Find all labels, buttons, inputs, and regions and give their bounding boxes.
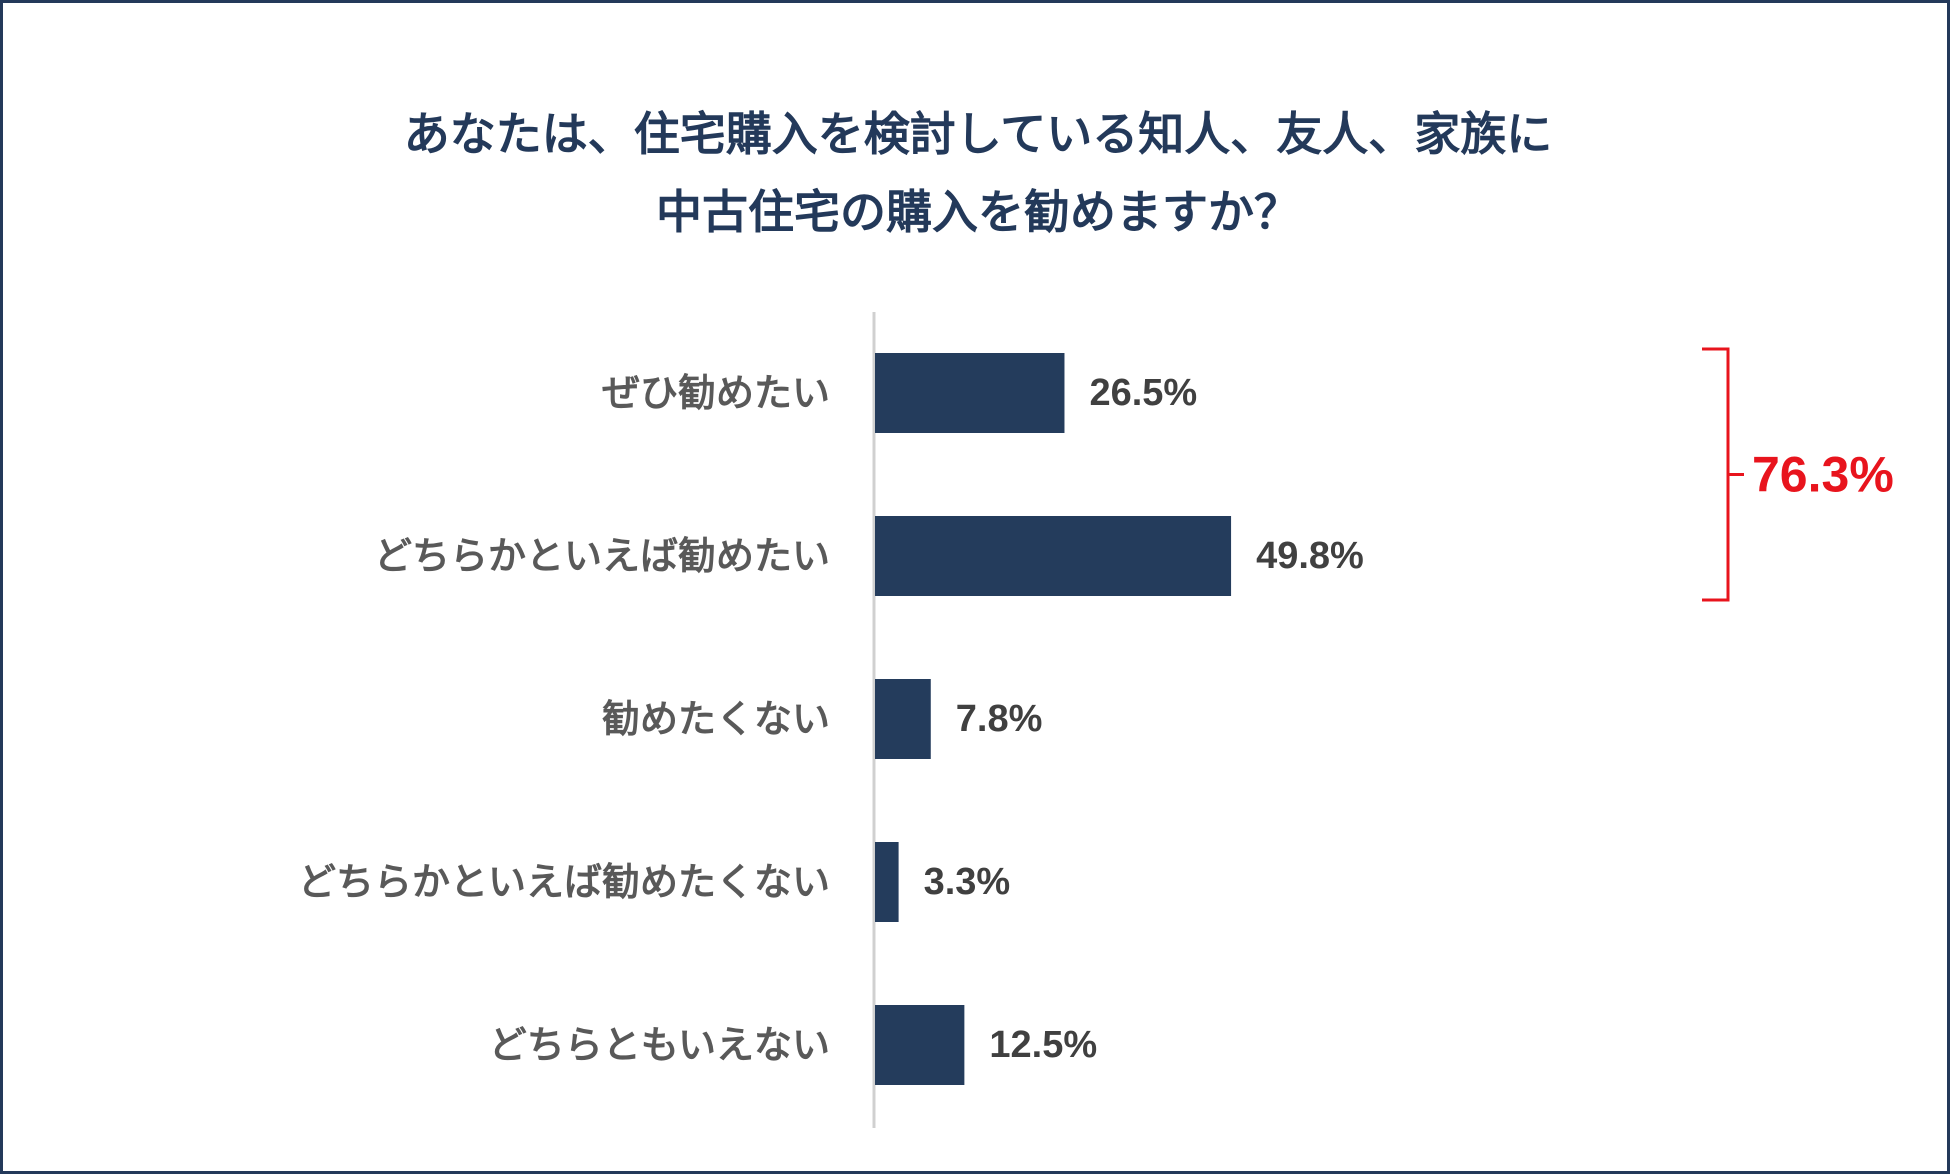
category-label: どちらかといえば勧めたくない [298, 860, 830, 904]
bar [875, 353, 1065, 433]
category-label: どちらかといえば勧めたい [374, 534, 830, 578]
category-label: どちらともいえない [489, 1023, 830, 1067]
value-label: 7.8% [956, 698, 1043, 740]
category-label: 勧めたくない [602, 697, 830, 741]
bracket-line [1702, 347, 1744, 602]
total-label: 76.3% [1752, 447, 1894, 503]
bar [875, 516, 1232, 596]
bar [875, 1005, 965, 1085]
chart-title-line-1: あなたは、住宅購入を検討している知人、友人、家族に [403, 107, 1553, 161]
value-label: 3.3% [924, 861, 1011, 903]
value-label: 26.5% [1089, 372, 1197, 414]
total-bracket: 76.3% [1702, 347, 1894, 602]
value-label: 12.5% [989, 1024, 1097, 1066]
bar [875, 842, 899, 922]
chart-title: あなたは、住宅購入を検討している知人、友人、家族に 中古住宅の購入を勧めますか？ [3, 95, 1950, 251]
bar [875, 679, 931, 759]
chart-title-line-2: 中古住宅の購入を勧めますか？ [656, 185, 1300, 239]
bars-group: ぜひ勧めたい 26.5% どちらかといえば勧めたい 49.8% 勧めたくない 7.8% どち… [298, 353, 1364, 1085]
value-label: 49.8% [1256, 535, 1364, 577]
category-label: ぜひ勧めたい [602, 371, 830, 415]
